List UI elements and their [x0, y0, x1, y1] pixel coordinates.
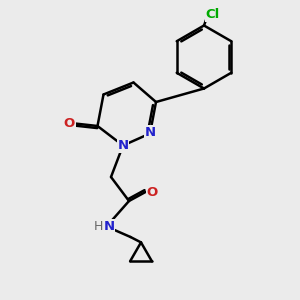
- Text: H: H: [93, 220, 103, 233]
- Text: Cl: Cl: [206, 8, 220, 21]
- Text: N: N: [117, 139, 129, 152]
- Text: N: N: [103, 220, 115, 233]
- Text: O: O: [64, 117, 75, 130]
- Text: O: O: [146, 185, 158, 199]
- Text: N: N: [144, 126, 156, 139]
